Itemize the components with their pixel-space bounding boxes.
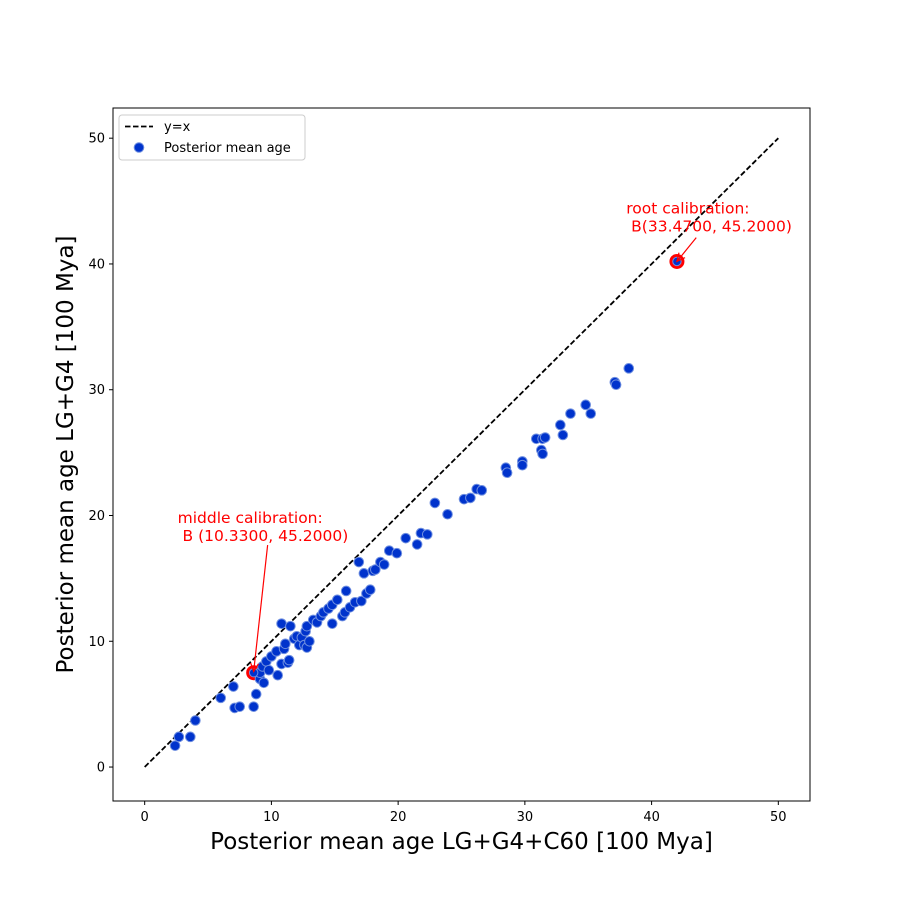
- data-point: [234, 701, 246, 712]
- y-axis-label: Posterior mean age LG+G4 [100 Mya]: [53, 235, 79, 673]
- data-point: [280, 638, 291, 650]
- x-tick-label: 50: [770, 810, 787, 825]
- data-point: [258, 677, 270, 689]
- data-point: [476, 485, 488, 496]
- annotation-text-0: middle calibration:: [178, 509, 323, 527]
- data-point: [276, 618, 287, 629]
- data-point: [378, 559, 390, 570]
- annotation-text-0: B (10.3300, 45.2000): [178, 527, 349, 545]
- legend-box: [118, 114, 306, 161]
- data-point: [283, 654, 295, 666]
- data-point: [190, 715, 201, 726]
- annotation-arrow-1: [676, 237, 697, 262]
- data-point: [272, 669, 284, 681]
- annotations: middle calibration: B (10.3300, 45.2000)…: [178, 200, 792, 673]
- data-point: [555, 419, 566, 431]
- y-tick-label: 30: [88, 383, 105, 398]
- data-point: [285, 620, 296, 632]
- data-point: [517, 459, 528, 471]
- x-tick-label: 0: [141, 810, 149, 825]
- data-point: [358, 568, 370, 579]
- data-point: [580, 399, 591, 411]
- data-point: [537, 448, 548, 460]
- data-point: [353, 556, 365, 568]
- data-point: [400, 532, 412, 544]
- y-tick-label: 50: [88, 132, 105, 147]
- data-point: [215, 692, 227, 704]
- y-tick-label: 0: [97, 761, 105, 776]
- data-point: [501, 467, 513, 479]
- data-point: [301, 620, 313, 632]
- data-point: [185, 731, 196, 743]
- annotation-arrow-0: [253, 544, 269, 672]
- data-point: [411, 539, 423, 550]
- data-point: [585, 408, 597, 419]
- annotation-arrowhead-0: [250, 662, 259, 673]
- axis-ticks: 0 10 20 30 40 50 0 10 20 30 40 50: [88, 132, 786, 825]
- x-tick-label: 20: [390, 810, 407, 825]
- data-point: [364, 584, 376, 596]
- legend-label-series: Posterior mean age: [164, 141, 291, 156]
- data-point: [173, 731, 185, 743]
- x-axis-label: Posterior mean age LG+G4+C60 [100 Mya]: [210, 829, 713, 855]
- data-point: [610, 379, 622, 390]
- data-point: [442, 508, 453, 520]
- data-point: [539, 432, 551, 443]
- data-point: [340, 585, 352, 597]
- annotation-text-1: B(33.4700, 45.2000): [626, 218, 792, 236]
- data-point: [421, 529, 433, 540]
- data-point: [228, 681, 239, 692]
- legend: y=x Posterior mean age: [118, 114, 306, 161]
- data-point: [250, 688, 262, 700]
- x-tick-label: 30: [517, 810, 534, 825]
- x-tick-label: 10: [263, 810, 280, 825]
- data-point: [429, 497, 441, 509]
- data-point: [370, 564, 381, 575]
- data-point: [332, 594, 343, 606]
- legend-label-reference: y=x: [164, 120, 191, 135]
- legend-marker-swatch: [133, 142, 145, 153]
- data-point: [623, 363, 635, 374]
- reference-line-y-equals-x: [144, 137, 779, 768]
- data-point: [248, 701, 259, 712]
- y-tick-label: 10: [88, 635, 105, 650]
- data-point: [391, 547, 403, 559]
- annotation-arrowhead-1: [676, 252, 686, 263]
- data-point: [557, 429, 569, 441]
- axes-frame: [112, 107, 811, 802]
- data-point: [326, 618, 338, 629]
- x-tick-label: 40: [643, 810, 660, 825]
- data-point: [356, 595, 367, 607]
- annotation-text-1: root calibration:: [626, 200, 749, 218]
- y-tick-label: 20: [88, 509, 105, 524]
- data-point: [465, 492, 476, 504]
- data-point: [565, 408, 576, 419]
- y-tick-label: 40: [88, 257, 105, 272]
- data-point: [304, 635, 315, 647]
- data-point: [169, 740, 181, 751]
- data-point: [263, 664, 275, 676]
